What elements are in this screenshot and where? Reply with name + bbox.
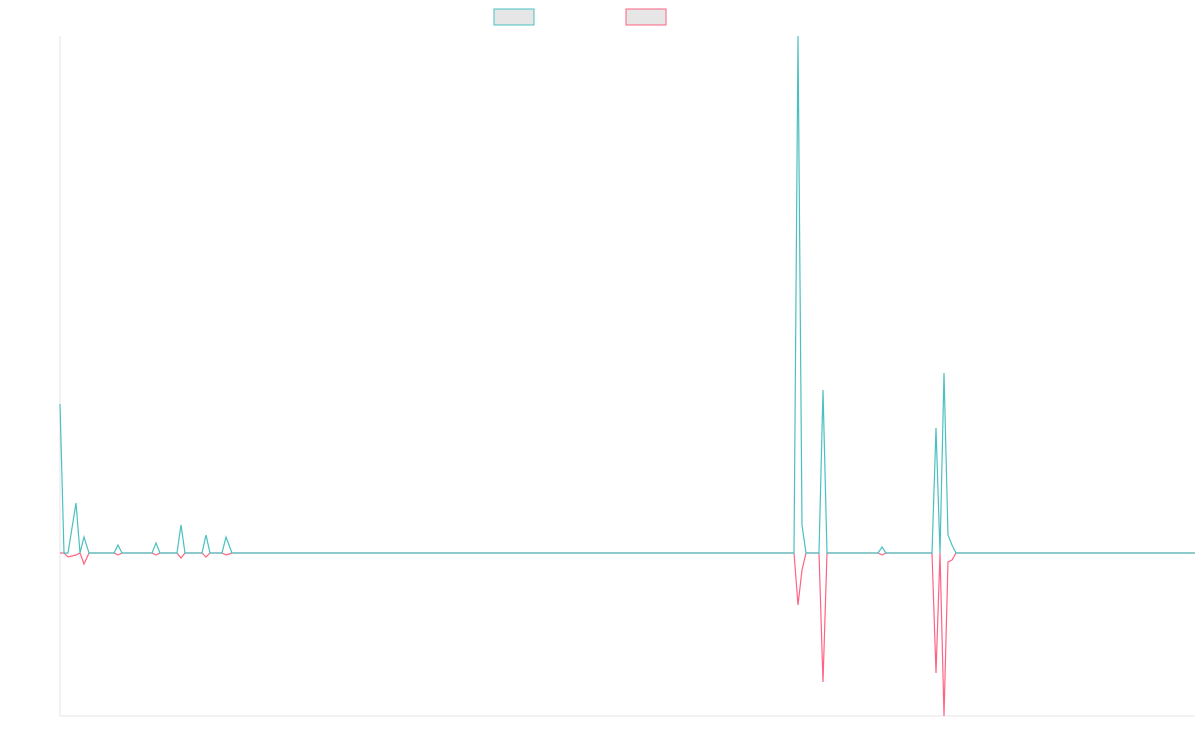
line-series (59, 35, 1195, 554)
legend-swatch (625, 8, 667, 26)
line-series (60, 552, 1195, 717)
legend-swatch (493, 8, 535, 26)
